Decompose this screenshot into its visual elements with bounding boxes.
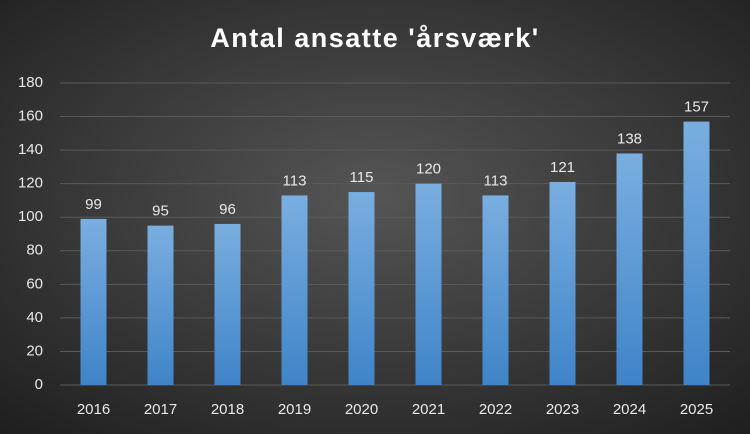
y-tick-label: 60 — [26, 275, 43, 292]
y-tick-label: 100 — [18, 208, 43, 225]
bar — [80, 218, 107, 385]
bar — [415, 183, 442, 385]
bar — [147, 225, 174, 385]
data-label: 115 — [350, 169, 374, 186]
bar — [348, 192, 375, 385]
y-tick-label: 40 — [26, 309, 43, 326]
y-tick-label: 160 — [18, 108, 43, 125]
x-tick-label: 2022 — [479, 401, 512, 418]
bar — [683, 121, 710, 385]
data-label: 121 — [550, 159, 575, 176]
x-tick-label: 2016 — [77, 401, 110, 418]
data-label: 138 — [617, 130, 642, 147]
data-label: 113 — [283, 172, 307, 189]
x-tick-label: 2023 — [546, 401, 579, 418]
y-tick-label: 140 — [18, 141, 43, 158]
bar — [549, 181, 576, 385]
bar — [616, 153, 643, 385]
data-label: 120 — [416, 161, 441, 178]
y-tick-label: 180 — [18, 74, 43, 91]
data-label: 99 — [85, 196, 102, 213]
x-tick-label: 2017 — [144, 401, 177, 418]
chart-title: Antal ansatte 'årsværk' — [210, 23, 539, 53]
data-label: 113 — [484, 172, 508, 189]
data-label: 96 — [219, 201, 236, 218]
data-label: 157 — [684, 99, 709, 116]
x-tick-label: 2025 — [680, 401, 713, 418]
bar — [214, 223, 241, 385]
data-label: 95 — [152, 203, 169, 220]
x-tick-label: 2019 — [278, 401, 311, 418]
bar — [482, 195, 509, 385]
x-tick-label: 2020 — [345, 401, 378, 418]
bar — [281, 195, 308, 385]
y-tick-label: 20 — [26, 342, 43, 359]
x-tick-label: 2018 — [211, 401, 244, 418]
x-tick-label: 2021 — [412, 401, 445, 418]
x-tick-label: 2024 — [613, 401, 646, 418]
y-tick-label: 0 — [35, 376, 43, 393]
y-tick-label: 120 — [18, 175, 43, 192]
y-tick-label: 80 — [26, 242, 43, 259]
